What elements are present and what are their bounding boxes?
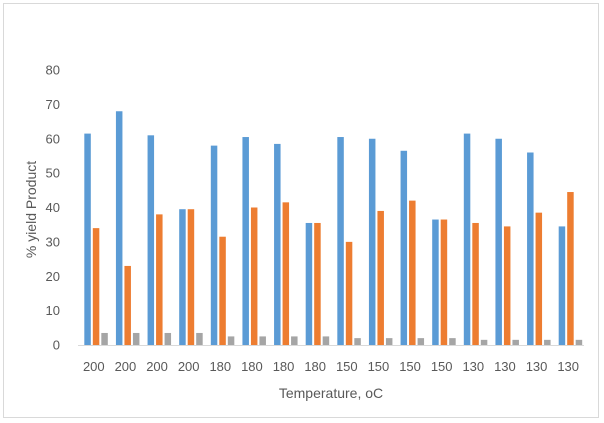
y-tick-label: 80 (46, 63, 60, 78)
y-tick-label: 50 (46, 166, 60, 181)
bar-series-2 (219, 236, 226, 345)
bar-series-1 (115, 111, 123, 345)
x-tick-label: 150 (431, 359, 453, 374)
bar-series-2 (282, 202, 290, 345)
x-tick-label: 200 (83, 359, 105, 374)
bar-series-3 (417, 338, 425, 345)
x-tick-label: 130 (494, 359, 516, 374)
bar-series-2 (187, 209, 195, 345)
x-tick-label: 130 (526, 359, 548, 374)
bar-series-2 (92, 228, 100, 345)
bar-series-2 (409, 200, 416, 345)
bar-series-3 (354, 338, 361, 345)
bar-series-2 (535, 212, 543, 345)
bar-series-2 (377, 210, 384, 345)
bars (84, 111, 583, 345)
bar-series-1 (242, 137, 249, 345)
x-axis-title: Temperature, oC (279, 385, 383, 401)
bar-series-2 (567, 192, 574, 345)
y-tick-label: 70 (46, 97, 60, 112)
bar-series-3 (322, 336, 330, 345)
bar-series-1 (527, 152, 534, 345)
x-tick-label: 180 (304, 359, 326, 374)
bar-series-2 (503, 226, 511, 345)
y-tick-label: 20 (46, 269, 60, 284)
bar-series-3 (449, 338, 456, 345)
bar-series-1 (305, 222, 313, 345)
bar-series-3 (544, 339, 551, 345)
y-tick-label: 10 (46, 303, 60, 318)
x-tick-label: 150 (336, 359, 358, 374)
y-tick-label: 30 (46, 234, 60, 249)
bar-series-1 (337, 137, 344, 345)
bar-series-3 (101, 332, 108, 345)
x-tick-label: 150 (368, 359, 390, 374)
bar-series-2 (472, 222, 479, 345)
bar-series-1 (368, 138, 376, 345)
bar-series-3 (512, 339, 519, 345)
y-axis-title: % yield Product (23, 161, 39, 258)
bar-series-2 (156, 214, 163, 345)
bar-series-1 (210, 145, 218, 345)
x-tick-label: 200 (146, 359, 168, 374)
bar-series-3 (196, 332, 203, 345)
bar-series-3 (480, 339, 488, 345)
x-tick-label: 180 (241, 359, 263, 374)
bar-series-1 (179, 209, 186, 345)
bar-series-3 (291, 336, 298, 345)
bar-series-1 (274, 143, 281, 345)
bar-series-1 (84, 133, 91, 345)
bar-series-1 (400, 150, 408, 345)
bar-series-2 (250, 207, 258, 345)
bar-series-3 (575, 339, 583, 345)
bar-series-3 (132, 332, 140, 345)
bar-series-3 (164, 332, 172, 345)
x-tick-label: 200 (115, 359, 137, 374)
bar-series-3 (259, 336, 266, 345)
bar-series-3 (227, 336, 235, 345)
bar-series-2 (314, 222, 321, 345)
y-tick-label: 60 (46, 131, 60, 146)
bar-series-1 (147, 135, 155, 345)
x-tick-label: 180 (273, 359, 295, 374)
bar-series-1 (495, 138, 502, 345)
bar-series-2 (345, 241, 353, 345)
x-tick-label: 180 (209, 359, 231, 374)
bar-series-1 (463, 133, 471, 345)
x-tick-label: 130 (557, 359, 579, 374)
bar-series-3 (385, 338, 393, 345)
y-tick-label: 0 (53, 338, 60, 353)
x-tick-label: 200 (178, 359, 200, 374)
x-tick-label: 130 (462, 359, 484, 374)
x-axis-ticks: 200 200 200 200 180 180 180 180 150 150 150 150 130 1… (83, 359, 579, 374)
bar-series-1 (432, 219, 439, 345)
bar-series-1 (558, 226, 566, 345)
bar-series-2 (440, 219, 448, 345)
y-tick-label: 40 (46, 200, 60, 215)
bar-series-2 (124, 265, 131, 345)
y-axis-ticks: 0 10 20 30 40 50 60 70 80 (46, 63, 60, 353)
x-tick-label: 150 (399, 359, 421, 374)
